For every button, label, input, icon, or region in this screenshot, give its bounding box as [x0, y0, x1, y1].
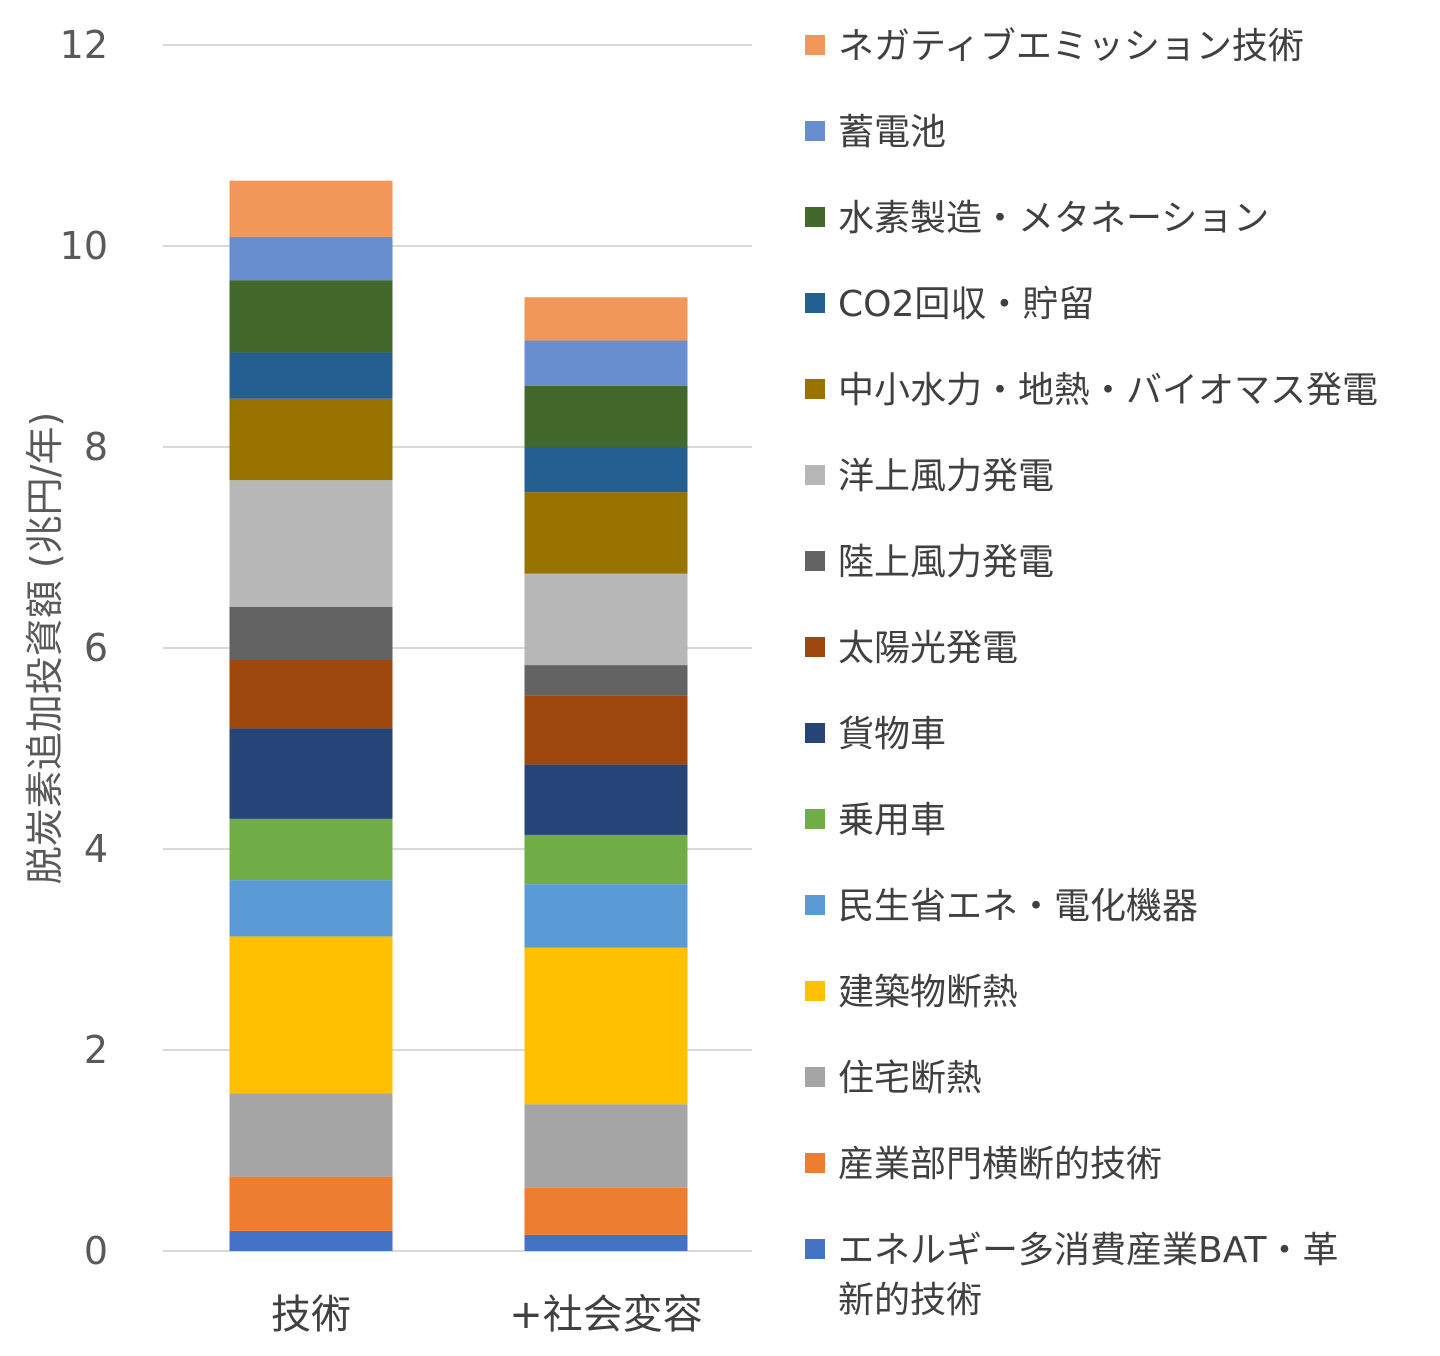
- legend-label: 産業部門横断的技術: [838, 1144, 1162, 1185]
- legend-label: CO2回収・貯留: [838, 284, 1094, 325]
- legend-swatch: [805, 465, 825, 485]
- legend-label: 住宅断熱: [838, 1058, 982, 1099]
- y-tick-label: 12: [60, 23, 108, 67]
- legend-label: 陸上風力発電: [838, 542, 1054, 583]
- legend-label: 水素製造・メタネーション: [838, 198, 1269, 239]
- x-axis-categories: 技術 +社会変容: [271, 1292, 703, 1338]
- y-tick-label: 0: [84, 1229, 108, 1273]
- legend-label: 中小水力・地熱・バイオマス発電: [838, 370, 1378, 411]
- bar-segment: [229, 659, 393, 729]
- legend-swatch: [805, 207, 825, 227]
- y-tick-label: 8: [84, 425, 108, 469]
- legend-swatch: [805, 1153, 825, 1173]
- bar-segment: [524, 834, 688, 885]
- bar-segment: [229, 480, 393, 607]
- bar-segment: [229, 728, 393, 819]
- bar-segment: [229, 1176, 393, 1231]
- legend-label: 民生省エネ・電化機器: [838, 886, 1198, 927]
- y-axis-ticks: 0 2 4 6 8 10 12: [60, 23, 108, 1273]
- bar-segment: [524, 1187, 688, 1235]
- legend-swatch: [805, 35, 825, 55]
- bar-segment: [229, 280, 393, 353]
- y-tick-label: 6: [84, 626, 108, 670]
- y-axis-label: 脱炭素追加投資額 (兆円/年): [23, 412, 67, 885]
- x-category-label: 技術: [271, 1292, 351, 1338]
- bar-segment: [524, 764, 688, 835]
- bar-segment: [524, 297, 688, 341]
- bar-segment: [229, 1230, 393, 1251]
- legend-label: 蓄電池: [838, 112, 946, 153]
- legend-label: 洋上風力発電: [838, 456, 1054, 497]
- legend-swatch: [805, 723, 825, 743]
- legend-swatch: [805, 293, 825, 313]
- legend-label: 乗用車: [838, 800, 946, 841]
- bar-segment: [229, 352, 393, 399]
- legend-swatch: [805, 551, 825, 571]
- legend-swatch: [805, 981, 825, 1001]
- bar-segment: [229, 236, 393, 281]
- legend-label: 太陽光発電: [838, 628, 1018, 669]
- bar-segment: [524, 884, 688, 948]
- legend-swatch: [805, 895, 825, 915]
- bar-segment: [229, 818, 393, 881]
- legend-label: ネガティブエミッション技術: [838, 26, 1304, 67]
- y-tick-label: 10: [60, 224, 108, 268]
- legend-swatch: [805, 121, 825, 141]
- legend-swatch: [805, 637, 825, 657]
- bar-segment: [229, 880, 393, 937]
- bar-segment: [524, 695, 688, 765]
- bar-segment: [229, 606, 393, 660]
- y-tick-label: 2: [84, 1028, 108, 1072]
- legend-swatch: [805, 1067, 825, 1087]
- x-category-label: +社会変容: [509, 1292, 703, 1338]
- bar-segment: [229, 398, 393, 481]
- legend-swatch: [805, 379, 825, 399]
- y-tick-label: 4: [84, 827, 108, 871]
- bar-segment: [524, 1234, 688, 1251]
- bars: [229, 180, 688, 1251]
- bar-segment: [524, 1104, 688, 1188]
- bar-segment: [524, 340, 688, 386]
- bar-segment: [524, 492, 688, 574]
- legend-swatch: [805, 1239, 825, 1259]
- bar-segment: [524, 665, 688, 696]
- legend-swatch: [805, 809, 825, 829]
- bar-segment: [524, 573, 688, 666]
- legend-label: エネルギー多消費産業BAT・革新的技術: [838, 1230, 1339, 1321]
- bar-segment: [229, 1093, 393, 1177]
- bar-segment: [524, 385, 688, 447]
- bar-segment: [524, 447, 688, 493]
- bar-segment: [524, 947, 688, 1105]
- legend-label: 建築物断熱: [838, 972, 1018, 1013]
- legend-label: 貨物車: [838, 714, 946, 755]
- bar-segment: [229, 180, 393, 237]
- bar-segment: [229, 936, 393, 1094]
